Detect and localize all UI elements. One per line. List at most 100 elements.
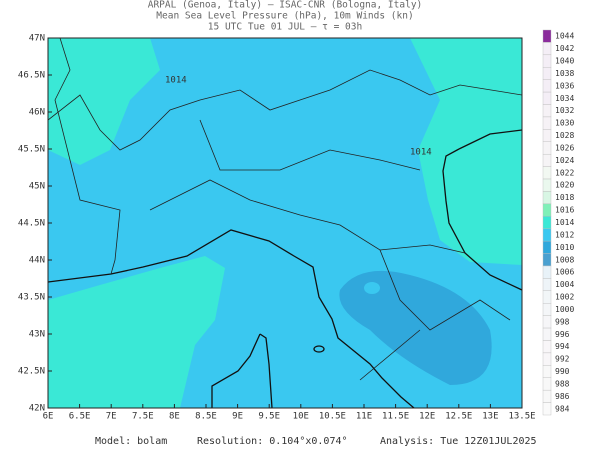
colorbar-label: 984 [555, 404, 570, 413]
lon-label: 11.5E [382, 412, 409, 422]
lon-label: 7.5E [132, 412, 154, 422]
colorbar-label: 992 [555, 355, 570, 364]
header-line: Mean Sea Level Pressure (hPa), 10m Winds… [156, 11, 413, 22]
colorbar-swatch [542, 240, 552, 254]
header-line: ARPAL (Genoa, Italy) — ISAC-CNR (Bologna… [148, 0, 423, 11]
colorbar-label: 1000 [555, 305, 574, 314]
colorbar-label: 1002 [555, 293, 574, 302]
colorbar-swatch [542, 141, 552, 155]
colorbar-swatch [542, 203, 552, 217]
colorbar-swatch [542, 91, 552, 105]
colorbar-label: 1022 [555, 168, 574, 177]
colorbar-label: 1044 [555, 32, 574, 41]
colorbar-label: 1032 [555, 106, 574, 115]
colorbar-swatch [542, 116, 552, 130]
colorbar-swatch [542, 315, 552, 329]
colorbar-label: 1026 [555, 143, 574, 152]
colorbar-label: 1006 [555, 268, 574, 277]
pressure-zone [364, 282, 380, 294]
border [149, 179, 466, 254]
colorbar-swatch [542, 228, 552, 242]
lat-label: 44.5N [18, 219, 45, 229]
colorbar-swatch [542, 402, 552, 416]
colorbar-swatch [542, 377, 552, 391]
colorbar-label: 1036 [555, 81, 574, 90]
lon-label: 13E [482, 412, 498, 422]
colorbar-swatch [542, 67, 552, 80]
colorbar-swatch [542, 303, 552, 316]
colorbar-swatch [542, 352, 552, 366]
colorbar-swatch [542, 42, 552, 56]
colorbar-swatch [542, 290, 552, 304]
lon-label: 12.5E [445, 412, 472, 422]
colorbar-label: 1008 [555, 255, 574, 264]
colorbar-swatch [542, 166, 552, 180]
isobar-label: 1014 [165, 76, 187, 86]
colorbar-label: 998 [555, 317, 570, 326]
colorbar-swatch [542, 340, 552, 354]
lon-label: 7E [106, 412, 117, 422]
lat-label: 42N [29, 404, 45, 414]
colorbar-label: 1018 [555, 193, 574, 202]
colorbar-label: 1038 [555, 69, 574, 78]
lat-label: 45N [29, 182, 45, 192]
lon-label: 11E [356, 412, 372, 422]
colorbar-label: 1016 [555, 206, 574, 215]
lon-label: 8.5E [195, 412, 217, 422]
colorbar-label: 1024 [555, 156, 574, 165]
border [48, 69, 522, 151]
colorbar-swatch [542, 265, 552, 279]
colorbar-label: 990 [555, 367, 570, 376]
lat-label: 46.5N [18, 71, 45, 81]
colorbar-swatch [542, 104, 552, 118]
colorbar-label: 1040 [555, 57, 574, 66]
lon-label: 6.5E [69, 412, 91, 422]
pressure-zone [339, 270, 492, 385]
colorbar-label: 1010 [555, 243, 574, 252]
map: 1014 1014 [48, 38, 522, 408]
lon-label: 6E [43, 412, 54, 422]
colorbar-swatch [542, 327, 552, 341]
colorbar-swatch [542, 79, 552, 93]
coastline [211, 333, 273, 408]
colorbar-swatch [542, 54, 552, 68]
lat-label: 45.5N [18, 145, 45, 155]
lon-label: 13.5E [508, 412, 535, 422]
pressure-zone [48, 256, 225, 408]
lon-label: 8E [169, 412, 180, 422]
colorbar-label: 1014 [555, 218, 574, 227]
colorbar-swatch [542, 129, 552, 142]
lon-label: 12E [419, 412, 435, 422]
lon-label: 9.5E [258, 412, 280, 422]
colorbar-label: 1030 [555, 119, 574, 128]
footer-model: Model: bolam [95, 436, 167, 447]
colorbar-swatch [542, 253, 552, 267]
border [359, 249, 511, 381]
colorbar-swatch [542, 365, 552, 378]
colorbar-swatch [542, 29, 552, 43]
border [199, 119, 421, 171]
lat-label: 43.5N [18, 293, 45, 303]
colorbar-swatch [542, 191, 552, 205]
colorbar-swatch [542, 153, 552, 167]
colorbar-label: 986 [555, 392, 570, 401]
footer-analysis: Analysis: Tue 12Z01JUL2025 [380, 436, 537, 447]
colorbar-label: 1004 [555, 280, 574, 289]
header-line: 15 UTC Tue 01 JUL — τ = 03h [208, 22, 362, 33]
lat-label: 47N [29, 34, 45, 44]
colorbar-label: 1042 [555, 44, 574, 53]
lon-label: 10.5E [319, 412, 346, 422]
coastline [48, 229, 415, 408]
colorbar-label: 988 [555, 379, 570, 388]
colorbar-label: 1012 [555, 230, 574, 239]
coastline [458, 129, 522, 150]
colorbar-swatch [542, 216, 552, 229]
lon-label: 9E [232, 412, 243, 422]
colorbar-label: 996 [555, 330, 570, 339]
footer-resolution: Resolution: 0.104°x0.074° [197, 436, 348, 447]
coastline [442, 148, 522, 291]
colorbar-swatch [542, 389, 552, 403]
lat-label: 44N [29, 256, 45, 266]
pressure-zone [410, 38, 522, 265]
